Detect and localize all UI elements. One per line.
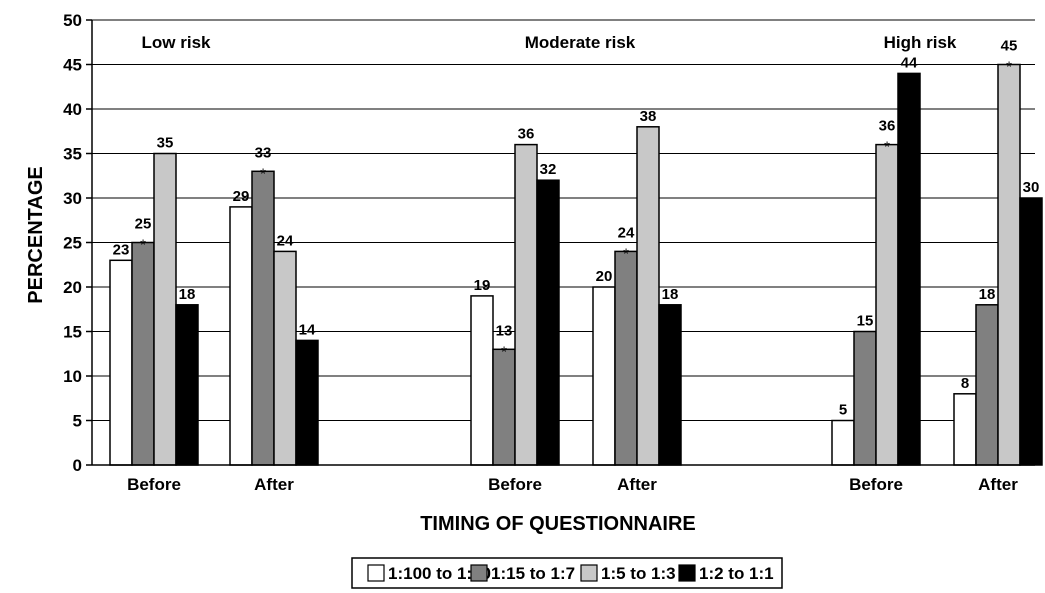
legend-swatch <box>367 564 385 582</box>
bar <box>492 348 516 466</box>
data-label: 36 <box>879 118 896 135</box>
labels: 0 5 10 15 20 25 30 35 40 45 50 Low risk 23 25 * 35 18 Bef… <box>63 11 1039 494</box>
y-tick-label: 5 <box>73 412 82 431</box>
bar <box>658 304 682 466</box>
data-label: 18 <box>179 286 196 303</box>
significance-marker: * <box>140 237 146 254</box>
data-label: 38 <box>640 108 657 125</box>
bar <box>592 286 616 466</box>
y-tick-label: 0 <box>73 456 82 475</box>
legend: 1:100 to 1:20 1:15 to 1:7 1:5 to 1:3 1:2 to… <box>351 557 783 589</box>
bar <box>536 179 560 466</box>
panel-title: High risk <box>884 33 957 52</box>
data-label: 45 <box>1001 38 1018 55</box>
x-tick-label: After <box>254 475 294 494</box>
data-label: 8 <box>961 375 969 392</box>
bar <box>109 259 133 466</box>
x-tick-label: Before <box>127 475 181 494</box>
legend-label: 1:15 to 1:7 <box>491 564 575 583</box>
y-tick-label: 40 <box>63 100 82 119</box>
legend-label: 1:5 to 1:3 <box>601 564 676 583</box>
significance-marker: * <box>623 245 629 262</box>
bars <box>109 63 1043 466</box>
significance-marker: * <box>260 165 266 182</box>
axes <box>86 19 1035 466</box>
x-tick-label: After <box>978 475 1018 494</box>
x-tick-label: Before <box>488 475 542 494</box>
bar <box>131 241 155 466</box>
bar <box>853 330 877 466</box>
panel-title: Low risk <box>142 33 212 52</box>
data-label: 19 <box>474 277 491 294</box>
legend-swatch <box>470 564 488 582</box>
data-label: 24 <box>618 224 635 241</box>
data-label: 33 <box>255 144 272 161</box>
bar <box>897 72 921 466</box>
legend-label: 1:2 to 1:1 <box>699 564 774 583</box>
significance-marker: * <box>1006 59 1012 76</box>
bar <box>153 152 177 466</box>
y-tick-label: 45 <box>63 56 82 75</box>
bar <box>831 419 855 466</box>
significance-marker: * <box>501 343 507 360</box>
data-label: 15 <box>857 313 874 330</box>
data-label: 5 <box>839 402 847 419</box>
bar <box>470 295 494 466</box>
panel-title: Moderate risk <box>525 33 636 52</box>
y-tick-label: 20 <box>63 278 82 297</box>
bar <box>997 63 1021 466</box>
bar <box>636 126 660 466</box>
bar <box>273 250 297 466</box>
legend-swatch <box>580 564 598 582</box>
bar <box>175 304 199 466</box>
data-label: 20 <box>596 268 613 285</box>
data-label: 23 <box>113 241 130 258</box>
y-tick-label: 15 <box>63 323 82 342</box>
x-tick-label: Before <box>849 475 903 494</box>
bar <box>1019 197 1043 466</box>
data-label: 36 <box>518 126 535 143</box>
legend-box <box>351 557 783 589</box>
y-axis-title: PERCENTAGE <box>25 166 47 303</box>
x-tick-label: After <box>617 475 657 494</box>
y-tick-label: 25 <box>63 234 82 253</box>
significance-marker: * <box>884 139 890 156</box>
legend-swatch <box>678 564 696 582</box>
y-tick-label: 10 <box>63 367 82 386</box>
bar <box>514 143 538 466</box>
bar <box>614 250 638 466</box>
bar <box>953 393 977 466</box>
y-tick-label: 30 <box>63 189 82 208</box>
bar <box>875 143 899 466</box>
y-tick-label: 50 <box>63 11 82 30</box>
data-label: 18 <box>662 286 679 303</box>
data-label: 24 <box>277 232 294 249</box>
y-tick-label: 35 <box>63 145 82 164</box>
data-label: 13 <box>496 322 513 339</box>
data-label: 25 <box>135 216 152 233</box>
legend-label: 1:100 to 1:20 <box>388 564 491 583</box>
bar <box>975 304 999 466</box>
data-label: 35 <box>157 135 174 152</box>
bar <box>251 170 275 466</box>
data-label: 18 <box>979 286 996 303</box>
data-label: 30 <box>1023 179 1040 196</box>
x-axis-title: TIMING OF QUESTIONNAIRE <box>420 513 696 535</box>
data-label: 32 <box>540 161 557 178</box>
bar <box>229 206 253 466</box>
bar <box>295 339 319 466</box>
data-label: 29 <box>233 188 250 205</box>
data-label: 44 <box>901 54 918 71</box>
data-label: 14 <box>299 321 316 338</box>
